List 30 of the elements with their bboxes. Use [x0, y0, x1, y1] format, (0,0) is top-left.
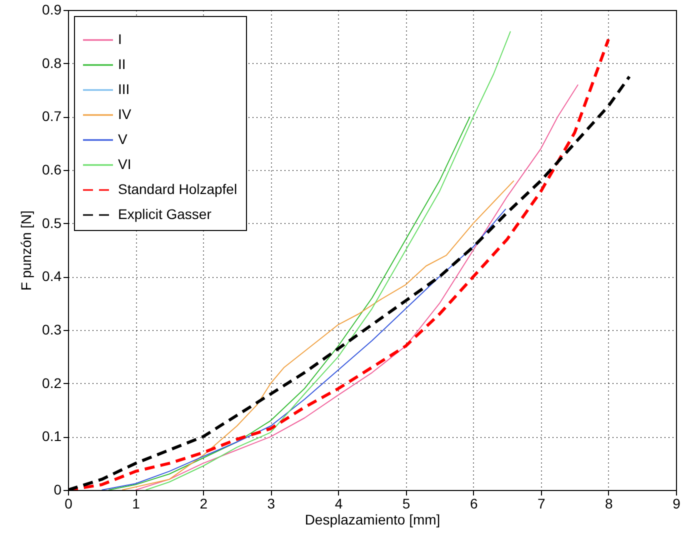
legend-label: Standard Holzapfel [118, 181, 238, 197]
y-tick-label: 0.3 [42, 322, 62, 338]
legend-label: II [118, 56, 126, 72]
y-tick-label: 0.4 [42, 268, 62, 284]
legend-label: IV [118, 106, 132, 122]
legend-label: V [118, 131, 128, 147]
y-tick-label: 0.8 [42, 54, 62, 71]
x-tick-label: 0 [64, 496, 73, 512]
x-tick-label: 7 [537, 496, 546, 512]
x-tick-label: 8 [605, 496, 614, 512]
y-tick-label: 0.2 [42, 374, 62, 391]
x-tick-label: 9 [672, 496, 681, 512]
y-tick-label: 0.1 [42, 428, 62, 444]
y-tick-label: 0 [54, 482, 62, 498]
x-tick-label: 5 [402, 496, 410, 512]
y-axis-title: F punzón [N] [18, 210, 34, 291]
x-tick-label: 2 [200, 496, 208, 512]
x-tick-label: 4 [334, 496, 343, 512]
y-tick-label: 0.6 [42, 162, 62, 178]
x-tick-label: 3 [267, 496, 276, 512]
x-axis-title: Desplazamiento [mm] [304, 512, 440, 528]
legend-label: Explicit Gasser [118, 206, 212, 222]
legend-label: III [118, 81, 130, 97]
x-tick-label: 1 [132, 496, 140, 512]
y-tick-label: 0.7 [42, 108, 62, 124]
x-tick-label: 6 [470, 496, 478, 512]
y-tick-label: 0.5 [42, 214, 62, 231]
y-tick-label: 0.9 [42, 2, 62, 18]
legend-label: VI [118, 156, 132, 172]
legend-label: I [118, 31, 122, 47]
